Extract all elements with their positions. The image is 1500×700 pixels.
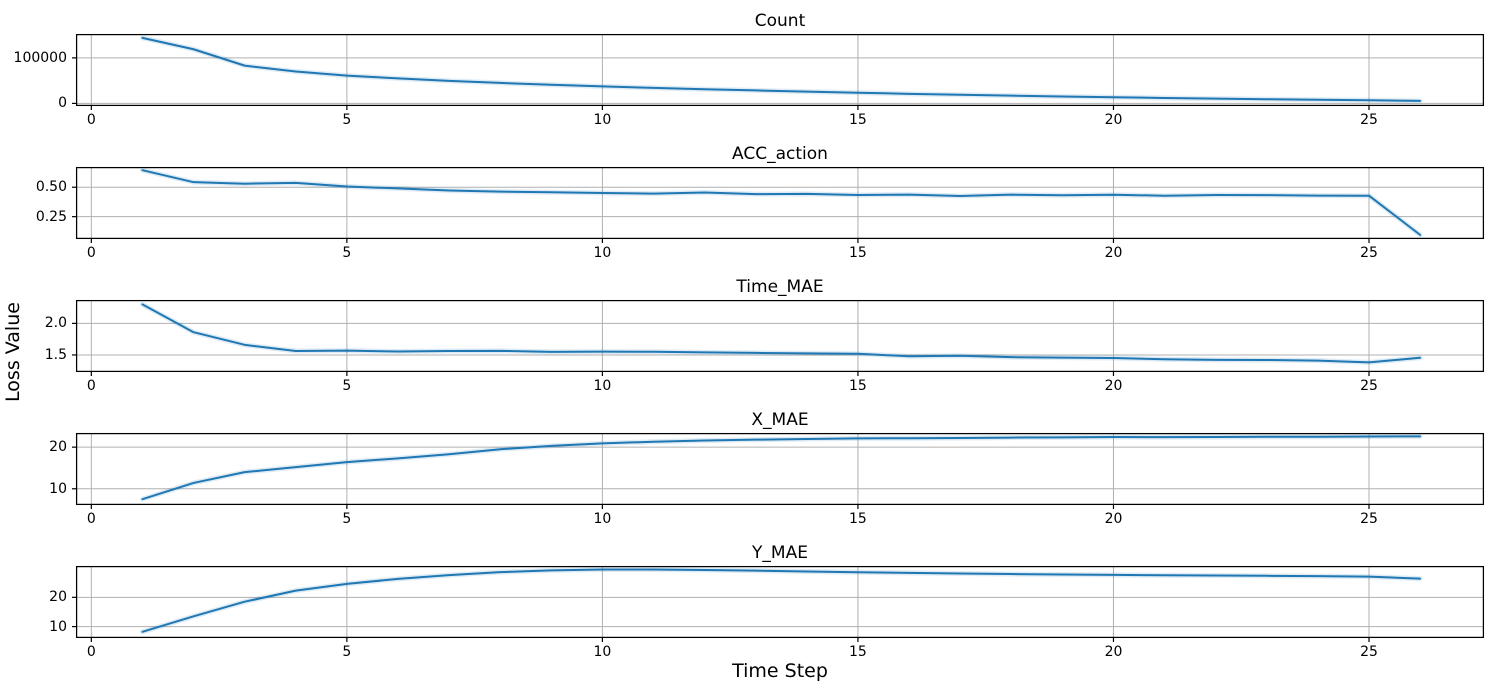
subplot-title: X_MAE bbox=[751, 410, 809, 430]
axes-spines bbox=[75, 432, 1485, 506]
x-tick-label: 0 bbox=[86, 112, 96, 128]
x-tick-label: 20 bbox=[1104, 378, 1123, 394]
x-axis-label: Time Step bbox=[732, 660, 828, 682]
x-tick-label: 20 bbox=[1104, 511, 1123, 527]
plot-canvas bbox=[72, 166, 1485, 243]
x-tick-label: 0 bbox=[86, 644, 96, 660]
y-tick-label: 20 bbox=[49, 589, 67, 606]
axes-spines bbox=[75, 33, 1485, 107]
loss-line bbox=[141, 568, 1422, 633]
plot-canvas bbox=[72, 33, 1485, 110]
x-tick-label: 15 bbox=[848, 245, 867, 261]
x-tick-label: 25 bbox=[1360, 511, 1378, 527]
y-tick-label: 0.50 bbox=[35, 179, 67, 196]
x-tick-label: 20 bbox=[1104, 644, 1123, 660]
plot-area bbox=[72, 299, 1485, 376]
x-tick-label: 5 bbox=[342, 378, 352, 394]
plot-canvas bbox=[72, 299, 1485, 376]
plot-canvas bbox=[72, 565, 1485, 642]
x-tick-label: 10 bbox=[593, 378, 612, 394]
subplot-title: Count bbox=[754, 11, 806, 31]
y-tick-label: 2.0 bbox=[44, 315, 67, 332]
loss-line-band bbox=[139, 167, 1423, 238]
x-tick-label: 25 bbox=[1360, 245, 1378, 261]
y-tick-label: 1.5 bbox=[44, 346, 67, 363]
plot-canvas bbox=[72, 432, 1485, 509]
y-tick-label: 10 bbox=[49, 618, 67, 635]
axes-spines bbox=[75, 299, 1485, 373]
x-tick-label: 20 bbox=[1104, 112, 1123, 128]
x-tick-label: 5 bbox=[342, 245, 352, 261]
loss-line bbox=[141, 169, 1422, 236]
subplot-time-mae: Time_MAE 0 5 10 15 20 25 1.5 2.0 bbox=[0, 276, 1500, 396]
y-tick-label: 100000 bbox=[13, 49, 67, 66]
x-tick-label: 15 bbox=[848, 511, 867, 527]
x-tick-label: 15 bbox=[848, 644, 867, 660]
y-tick-label: 0 bbox=[58, 95, 67, 112]
x-tick-label: 10 bbox=[593, 511, 612, 527]
subplot-title: Y_MAE bbox=[752, 543, 808, 563]
x-tick-label: 10 bbox=[593, 112, 612, 128]
x-tick-label: 20 bbox=[1104, 245, 1123, 261]
loss-line-band bbox=[139, 433, 1423, 502]
plot-area bbox=[72, 565, 1485, 642]
subplot-x-mae: X_MAE 0 5 10 15 20 25 10 20 bbox=[0, 409, 1500, 529]
loss-line bbox=[141, 36, 1422, 102]
x-tick-label: 25 bbox=[1360, 112, 1378, 128]
subplot-y-mae: Y_MAE 0 5 10 15 20 25 10 20 bbox=[0, 542, 1500, 662]
subplot-title: ACC_action bbox=[732, 144, 828, 164]
y-tick-label: 10 bbox=[49, 480, 67, 497]
axes-spines bbox=[75, 166, 1485, 240]
plot-area bbox=[72, 432, 1485, 509]
x-tick-label: 25 bbox=[1360, 378, 1378, 394]
y-tick-label: 20 bbox=[49, 439, 67, 456]
y-tick-label: 0.25 bbox=[35, 208, 67, 225]
x-tick-label: 5 bbox=[342, 644, 352, 660]
x-tick-label: 25 bbox=[1360, 644, 1378, 660]
x-tick-label: 10 bbox=[593, 245, 612, 261]
subplot-count: Count 0 5 10 15 20 25 0 100000 bbox=[0, 10, 1500, 130]
plot-area bbox=[72, 166, 1485, 243]
x-tick-label: 0 bbox=[86, 511, 96, 527]
x-tick-label: 10 bbox=[593, 644, 612, 660]
x-tick-label: 5 bbox=[342, 112, 352, 128]
x-tick-label: 5 bbox=[342, 511, 352, 527]
x-tick-label: 0 bbox=[86, 245, 96, 261]
axes-spines bbox=[75, 565, 1485, 639]
plot-area bbox=[72, 33, 1485, 110]
x-tick-label: 15 bbox=[848, 378, 867, 394]
subplot-title: Time_MAE bbox=[736, 277, 824, 297]
loss-line bbox=[141, 435, 1422, 501]
x-tick-label: 0 bbox=[86, 378, 96, 394]
x-tick-label: 15 bbox=[848, 112, 867, 128]
loss-line-band bbox=[139, 567, 1423, 635]
subplot-acc-action: ACC_action 0 5 10 15 20 25 0.25 0.50 bbox=[0, 143, 1500, 263]
loss-line bbox=[141, 303, 1422, 364]
